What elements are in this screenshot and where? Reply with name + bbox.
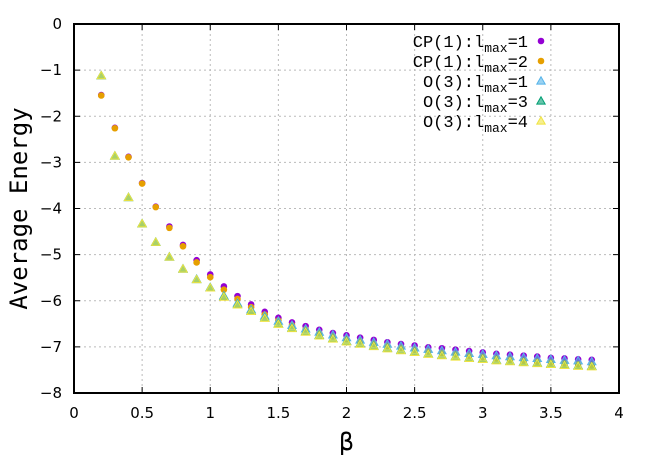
data-point: [123, 192, 134, 202]
x-tick-label: 2: [342, 404, 352, 422]
data-point: [259, 313, 270, 322]
data-point: [179, 243, 187, 250]
legend-marker: [535, 75, 547, 85]
data-point: [109, 150, 120, 160]
data-point: [491, 355, 502, 365]
data-point: [177, 263, 189, 273]
data-point: [368, 341, 379, 351]
y-tick-label: −4: [40, 200, 62, 218]
data-point: [559, 360, 570, 369]
legend-label: O(3):lmax=4: [423, 114, 528, 136]
data-point: [423, 349, 434, 358]
y-tick-label: −5: [40, 246, 62, 264]
y-tick-label: −7: [40, 338, 62, 356]
plot-border: [73, 23, 620, 394]
data-point: [138, 180, 146, 187]
data-point: [409, 347, 420, 357]
x-tick-label: 0.5: [130, 404, 154, 422]
data-point: [436, 350, 447, 360]
data-point: [206, 273, 214, 281]
data-point: [191, 274, 202, 284]
data-point: [232, 299, 243, 309]
data-point: [166, 224, 173, 232]
data-point: [220, 286, 228, 293]
x-tick-label: 3: [478, 404, 488, 422]
x-axis-label: β: [339, 428, 353, 456]
legend-label: CP(1):lmax=2: [413, 54, 528, 76]
legend-label: CP(1):lmax=1: [413, 34, 528, 56]
data-point: [152, 203, 160, 211]
legend: CP(1):lmax=1CP(1):lmax=2O(3):lmax=1O(3):…: [413, 34, 547, 136]
data-point: [586, 361, 597, 371]
x-tick-label: 4: [614, 404, 624, 422]
y-tick-label: −2: [40, 107, 62, 125]
data-point: [573, 361, 584, 370]
data-point: [314, 330, 325, 340]
data-point: [477, 354, 488, 363]
legend-label: O(3):lmax=1: [423, 74, 528, 96]
x-tick-label: 2.5: [403, 404, 427, 422]
legend-label: O(3):lmax=3: [423, 94, 528, 116]
series-4: [96, 70, 597, 371]
data-point: [125, 154, 132, 161]
data-point: [97, 92, 105, 99]
data-point: [382, 343, 393, 353]
x-tick-label: 3.5: [539, 404, 563, 422]
data-point: [395, 345, 407, 355]
data-point: [164, 251, 175, 261]
data-point: [96, 70, 107, 80]
legend-marker: [535, 115, 547, 125]
data-point: [464, 353, 475, 363]
data-point: [286, 323, 298, 333]
data-point: [111, 124, 119, 132]
y-tick-label: 0: [52, 15, 62, 33]
legend-marker: [535, 95, 547, 105]
data-point: [450, 351, 461, 361]
data-point: [518, 357, 529, 367]
y-tick-label: −1: [40, 61, 62, 79]
x-tick-label: 1.5: [266, 404, 290, 422]
data-point: [504, 356, 516, 366]
data-point: [545, 359, 556, 369]
data-point: [341, 336, 352, 346]
legend-marker: [537, 37, 545, 45]
data-point: [193, 259, 200, 266]
data-point: [150, 236, 161, 246]
data-point: [273, 319, 284, 328]
data-point: [300, 326, 311, 336]
data-point: [355, 338, 366, 348]
data-point: [327, 333, 338, 343]
data-point: [218, 291, 229, 301]
x-tick-label: 0: [69, 404, 79, 422]
y-axis-label: Average Energy: [5, 107, 33, 309]
data-point: [137, 218, 148, 228]
y-tick-label: −3: [40, 153, 62, 171]
data-point: [205, 282, 216, 292]
legend-marker: [537, 57, 545, 65]
y-tick-label: −8: [40, 384, 62, 402]
data-point: [532, 358, 543, 368]
x-tick-label: 1: [205, 404, 215, 422]
data-point: [246, 306, 257, 316]
y-tick-label: −6: [40, 292, 62, 310]
